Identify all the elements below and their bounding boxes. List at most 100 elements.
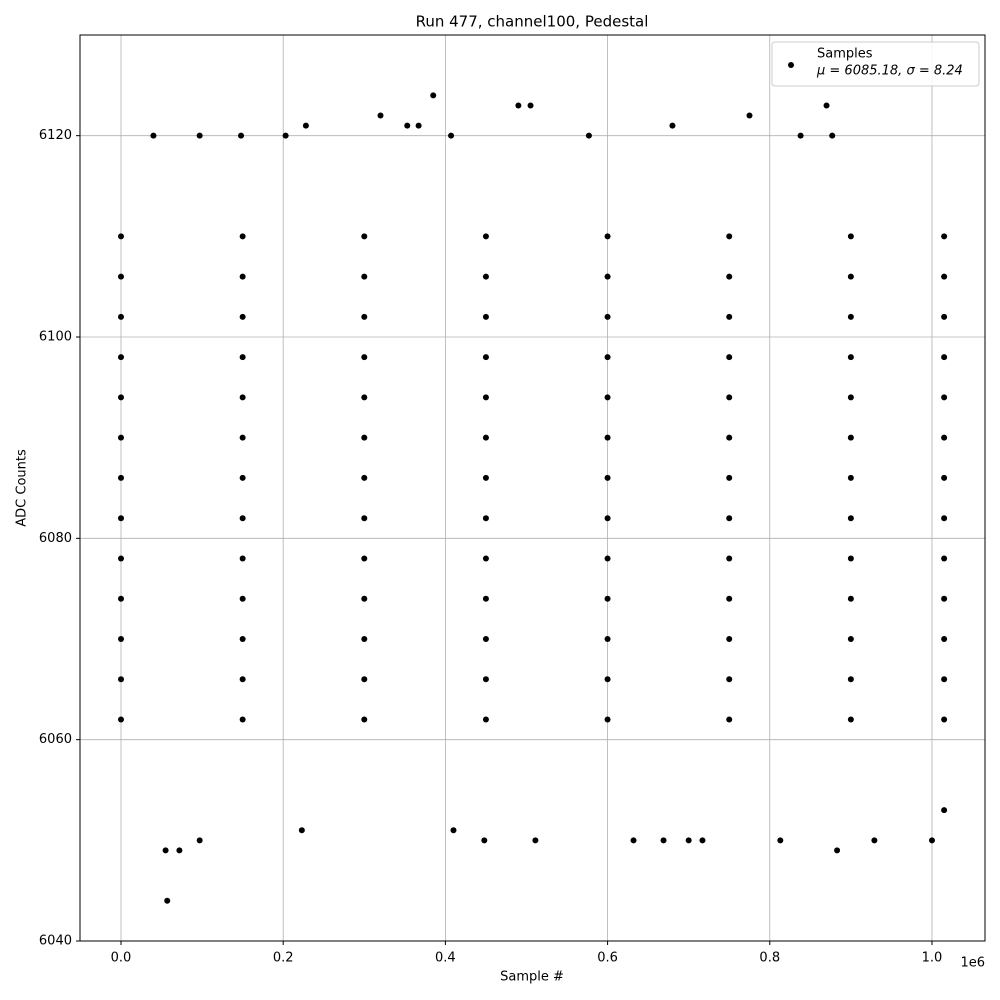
- y-tick-label: 6040: [39, 934, 72, 949]
- point: [630, 837, 637, 844]
- point: [726, 595, 733, 602]
- point: [585, 132, 592, 139]
- point: [699, 837, 706, 844]
- point: [117, 555, 124, 562]
- point: [482, 434, 489, 441]
- point: [117, 474, 124, 481]
- y-tick-label: 6060: [39, 732, 72, 747]
- point: [450, 827, 457, 834]
- point: [196, 837, 203, 844]
- point: [941, 595, 948, 602]
- point: [847, 474, 854, 481]
- point: [847, 354, 854, 361]
- point: [941, 636, 948, 642]
- point: [515, 102, 522, 109]
- x-axis-label: Sample #: [500, 970, 564, 985]
- point: [871, 837, 878, 844]
- point: [117, 273, 124, 280]
- point: [941, 394, 948, 401]
- point: [482, 394, 489, 401]
- point: [928, 837, 935, 844]
- y-tick-label: 6100: [39, 330, 72, 345]
- point: [117, 394, 124, 401]
- x-tick-label: 1.0: [922, 951, 943, 966]
- point: [196, 132, 203, 139]
- point: [117, 676, 124, 683]
- point: [482, 595, 489, 602]
- point: [239, 716, 246, 723]
- point: [726, 434, 733, 441]
- plot-frame: [79, 34, 986, 942]
- point: [162, 847, 169, 854]
- point: [117, 313, 124, 320]
- point: [834, 847, 841, 854]
- point: [726, 313, 733, 320]
- point: [941, 313, 948, 320]
- point: [482, 354, 489, 361]
- point: [164, 897, 171, 904]
- point: [823, 102, 830, 109]
- point: [941, 676, 948, 683]
- point: [941, 555, 948, 562]
- point: [239, 636, 246, 642]
- point: [604, 233, 611, 240]
- y-tick-label: 6120: [39, 128, 72, 143]
- point: [239, 515, 246, 522]
- point: [361, 716, 368, 723]
- point: [941, 434, 948, 441]
- point: [117, 716, 124, 723]
- point: [361, 313, 368, 320]
- point: [527, 102, 534, 109]
- point: [847, 515, 854, 522]
- point: [847, 555, 854, 562]
- point: [482, 233, 489, 240]
- point: [239, 273, 246, 280]
- point: [239, 313, 246, 320]
- point: [847, 595, 854, 602]
- legend-marker: [788, 62, 794, 68]
- points: [117, 92, 948, 904]
- point: [239, 595, 246, 602]
- point: [361, 434, 368, 441]
- point: [404, 122, 411, 129]
- point: [726, 555, 733, 562]
- point: [847, 636, 854, 642]
- point: [604, 515, 611, 522]
- point: [660, 837, 667, 844]
- point: [176, 847, 183, 854]
- point: [604, 676, 611, 683]
- point: [361, 555, 368, 562]
- point: [941, 515, 948, 522]
- point: [117, 636, 124, 642]
- point: [482, 555, 489, 562]
- x-tick-label: 0.6: [597, 951, 618, 966]
- point: [604, 595, 611, 602]
- point: [726, 394, 733, 401]
- x-tick-label: 0.8: [759, 951, 780, 966]
- point: [239, 474, 246, 481]
- point: [604, 636, 611, 642]
- point: [604, 394, 611, 401]
- point: [238, 132, 245, 139]
- point: [847, 716, 854, 723]
- point: [361, 394, 368, 401]
- point: [239, 354, 246, 361]
- point: [746, 112, 753, 119]
- point: [282, 132, 289, 139]
- point: [117, 233, 124, 240]
- legend-note: μ = 6085.18, σ = 8.24: [816, 64, 963, 79]
- x-tick-label: 0.2: [273, 951, 294, 966]
- point: [847, 273, 854, 280]
- point: [847, 676, 854, 683]
- point: [777, 837, 784, 844]
- point: [117, 515, 124, 522]
- point: [482, 636, 489, 642]
- point: [482, 515, 489, 522]
- point: [239, 676, 246, 683]
- point: [941, 807, 948, 814]
- point: [377, 112, 384, 119]
- point: [361, 636, 368, 642]
- point: [726, 636, 733, 642]
- point: [361, 474, 368, 481]
